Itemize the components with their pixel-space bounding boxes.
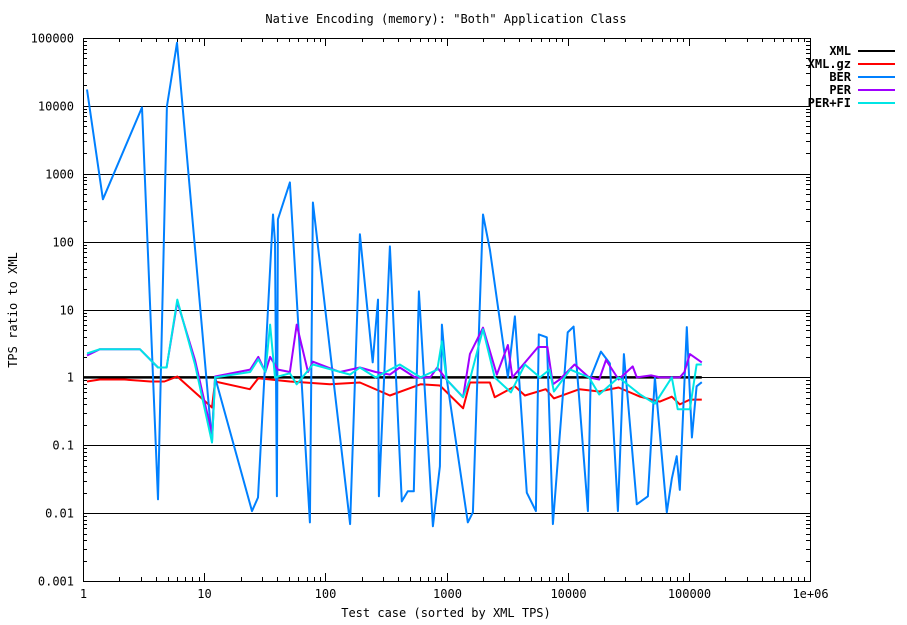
y-tick-label: 100000 — [31, 32, 74, 46]
x-tick-label: 1 — [80, 587, 87, 601]
legend-label: PER+FI — [808, 96, 851, 110]
legend-label: BER — [829, 70, 851, 84]
x-tick-label: 100000 — [668, 587, 711, 601]
legend-label: XML.gz — [808, 57, 851, 71]
gridlines — [83, 38, 810, 582]
y-tick-label: 0.001 — [38, 575, 74, 589]
y-axis-label: TPS ratio to XML — [6, 252, 20, 368]
plot-border — [83, 38, 811, 582]
y-tick-label: 10 — [60, 304, 74, 318]
y-tick-label: 1 — [67, 371, 74, 385]
x-tick-label: 1e+06 — [792, 587, 828, 601]
x-tick-label: 1000 — [433, 587, 462, 601]
x-tick-label: 100 — [315, 587, 337, 601]
series-line-ber — [86, 41, 703, 528]
series-line-per-fi — [86, 298, 702, 444]
y-tick-label: 1000 — [45, 168, 74, 182]
legend-label: XML — [829, 44, 851, 58]
x-tick-label: 10 — [197, 587, 211, 601]
series-line-per — [86, 300, 703, 436]
chart-title: Native Encoding (memory): "Both" Applica… — [265, 12, 626, 26]
y-tick-label: 0.1 — [52, 439, 74, 453]
series-line-xml-gz — [86, 375, 702, 410]
x-axis-label: Test case (sorted by XML TPS) — [341, 606, 551, 620]
x-tick-label: 10000 — [550, 587, 586, 601]
y-tick-label: 10000 — [38, 100, 74, 114]
y-tick-label: 0.01 — [45, 507, 74, 521]
legend-label: PER — [829, 83, 851, 97]
series-lines — [83, 41, 703, 528]
y-tick-label: 100 — [52, 236, 74, 250]
